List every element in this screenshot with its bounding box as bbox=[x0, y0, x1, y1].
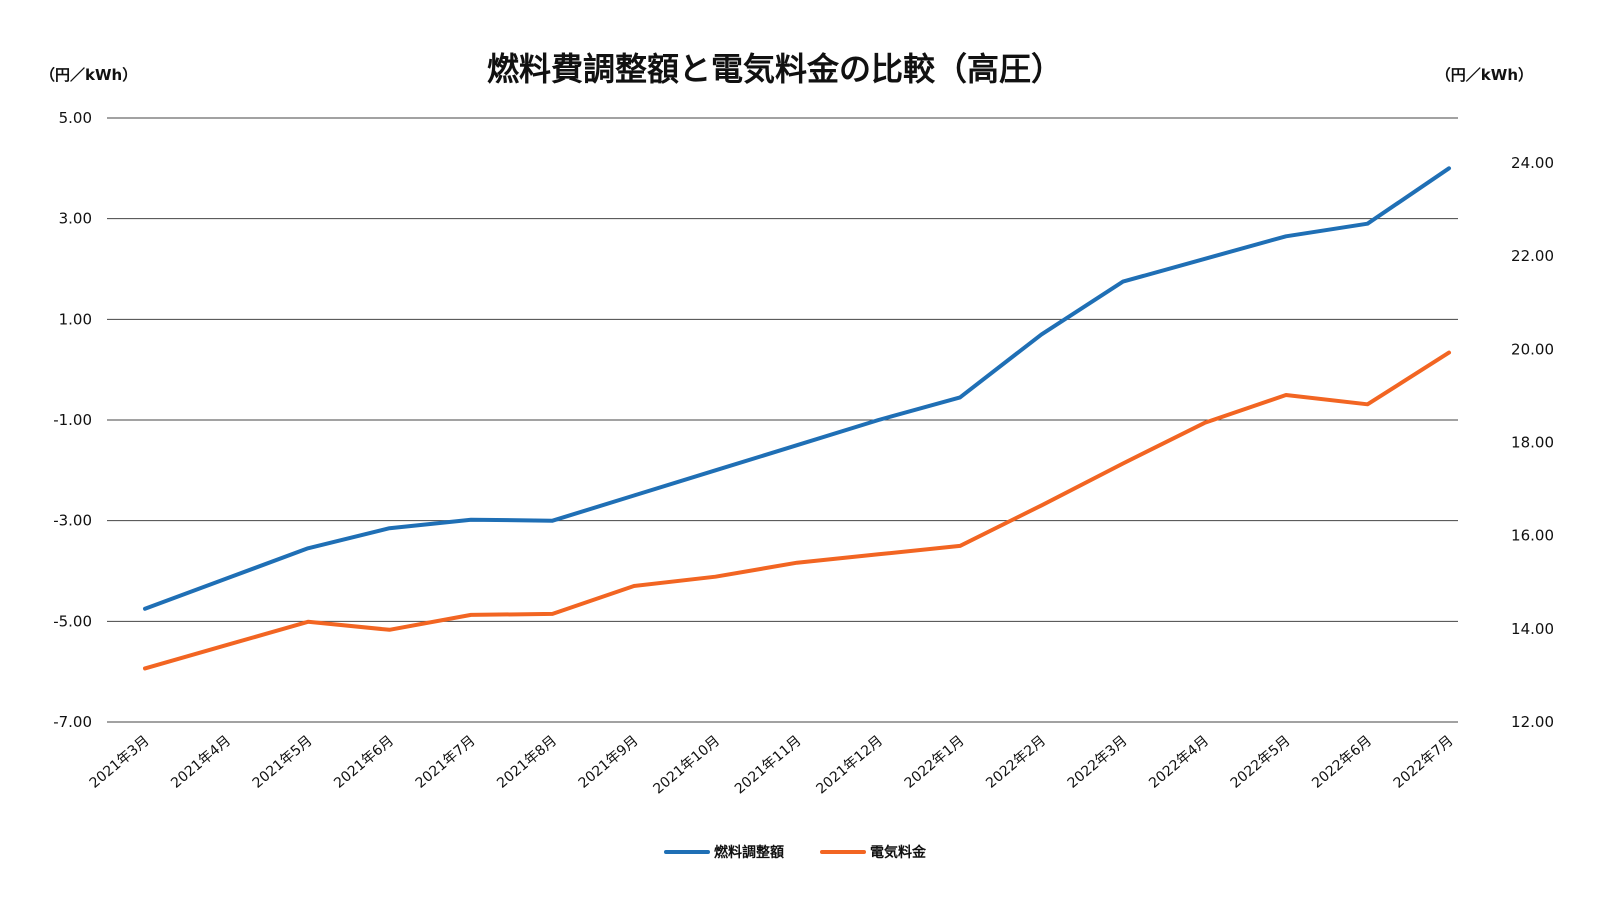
series-line-1 bbox=[143, 166, 1451, 611]
x-tick-label: 2021年7月 bbox=[413, 733, 479, 792]
x-tick-label: 2021年9月 bbox=[576, 733, 642, 792]
x-tick-label: 2021年5月 bbox=[250, 733, 316, 792]
right-tick-label: 18.00 bbox=[1511, 434, 1554, 452]
right-tick-label: 22.00 bbox=[1511, 247, 1554, 265]
left-tick-label: -1.00 bbox=[53, 411, 92, 429]
x-tick-label: 2022年1月 bbox=[902, 733, 968, 792]
left-tick-label: 1.00 bbox=[59, 310, 92, 328]
x-tick-label: 2022年4月 bbox=[1146, 733, 1212, 792]
legend-label-2: 電気料金 bbox=[870, 844, 927, 861]
x-tick-label: 2021年8月 bbox=[494, 733, 560, 792]
x-tick-label: 2021年11月 bbox=[732, 733, 805, 798]
right-axis-unit: （円／kWh） bbox=[1436, 66, 1533, 84]
right-tick-label: 24.00 bbox=[1511, 154, 1554, 172]
right-tick-label: 12.00 bbox=[1511, 713, 1554, 731]
series-line-2 bbox=[143, 350, 1451, 671]
legend-label-1: 燃料調整額 bbox=[714, 844, 784, 861]
legend: 燃料調整額 電気料金 bbox=[664, 844, 927, 861]
right-tick-label: 16.00 bbox=[1511, 527, 1554, 545]
x-tick-label: 2021年10月 bbox=[650, 733, 723, 798]
left-axis-ticks: 5.00 3.00 1.00 -1.00 -3.00 -5.00 -7.00 bbox=[53, 109, 92, 731]
x-tick-label: 2022年3月 bbox=[1065, 733, 1131, 792]
x-tick-label: 2022年5月 bbox=[1228, 733, 1294, 792]
x-tick-label: 2022年6月 bbox=[1309, 733, 1375, 792]
x-tick-label: 2022年7月 bbox=[1391, 733, 1457, 792]
chart-title: 燃料費調整額と電気料金の比較（高圧） bbox=[487, 50, 1063, 88]
x-tick-label: 2021年6月 bbox=[331, 733, 397, 792]
left-tick-label: 3.00 bbox=[59, 210, 92, 228]
right-tick-label: 14.00 bbox=[1511, 620, 1554, 638]
left-tick-label: -3.00 bbox=[53, 512, 92, 530]
x-tick-label: 2021年12月 bbox=[813, 733, 886, 798]
x-axis-ticks: 2021年3月 2021年4月 2021年5月 2021年6月 2021年7月 2021年… bbox=[87, 733, 1457, 798]
left-tick-label: 5.00 bbox=[59, 109, 92, 127]
right-axis-ticks: 24.00 22.00 20.00 18.00 16.00 14.00 12.00 bbox=[1511, 154, 1554, 731]
right-tick-label: 20.00 bbox=[1511, 340, 1554, 358]
left-tick-label: -7.00 bbox=[53, 713, 92, 731]
left-tick-label: -5.00 bbox=[53, 612, 92, 630]
x-tick-label: 2021年4月 bbox=[168, 733, 234, 792]
x-tick-label: 2022年2月 bbox=[983, 733, 1049, 792]
x-tick-label: 2021年3月 bbox=[87, 733, 153, 792]
gridlines bbox=[107, 117, 1458, 723]
series-lines bbox=[143, 166, 1451, 671]
left-axis-unit: （円／kWh） bbox=[40, 66, 137, 84]
